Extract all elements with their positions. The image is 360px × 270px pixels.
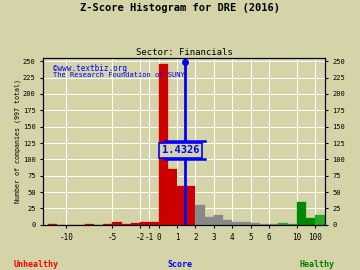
Bar [214, 215, 223, 225]
Bar [315, 215, 325, 225]
Bar [269, 224, 279, 225]
Bar [158, 65, 168, 225]
Text: ©www.textbiz.org: ©www.textbiz.org [53, 65, 126, 73]
Bar [242, 222, 251, 225]
Y-axis label: Number of companies (997 total): Number of companies (997 total) [15, 79, 22, 203]
Text: Healthy: Healthy [299, 260, 334, 269]
Bar [205, 217, 214, 225]
Text: Score: Score [167, 260, 193, 269]
Bar [122, 224, 131, 225]
Title: Sector: Financials: Sector: Financials [136, 48, 232, 57]
Bar [140, 222, 149, 225]
Bar [103, 224, 112, 225]
Bar [251, 223, 260, 225]
Text: The Research Foundation of SUNY: The Research Foundation of SUNY [53, 72, 184, 78]
Bar [149, 222, 158, 225]
Bar [112, 222, 122, 225]
Bar [85, 224, 94, 225]
Bar [288, 224, 297, 225]
Bar [177, 185, 186, 225]
Text: 1.4326: 1.4326 [162, 145, 199, 155]
Bar [232, 222, 242, 225]
Bar [297, 202, 306, 225]
Bar [195, 205, 205, 225]
Bar [306, 218, 315, 225]
Bar [223, 220, 232, 225]
Bar [168, 169, 177, 225]
Bar [279, 223, 288, 225]
Text: Unhealthy: Unhealthy [14, 260, 58, 269]
Bar [186, 185, 195, 225]
Bar [131, 223, 140, 225]
Bar [48, 224, 57, 225]
Text: Z-Score Histogram for DRE (2016): Z-Score Histogram for DRE (2016) [80, 3, 280, 13]
Bar [260, 224, 269, 225]
